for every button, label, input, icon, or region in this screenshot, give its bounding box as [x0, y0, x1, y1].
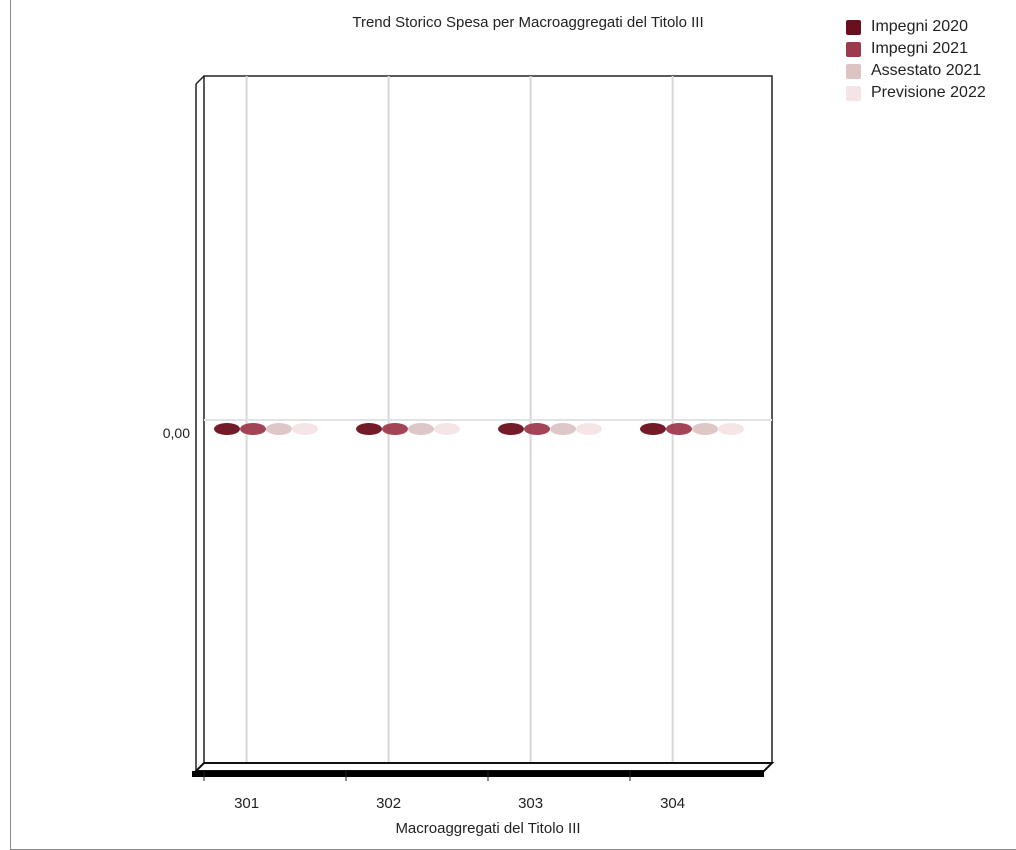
- bar: [214, 423, 240, 435]
- bar: [718, 423, 744, 435]
- chart-floor: [193, 762, 775, 772]
- bar: [666, 423, 692, 435]
- x-tick-label: 301: [234, 795, 259, 812]
- legend-item: Previsione 2022: [846, 82, 986, 104]
- chart-title: Trend Storico Spesa per Macroaggregati d…: [352, 14, 704, 31]
- x-tick-label: 304: [660, 795, 685, 812]
- legend-item: Impegni 2021: [846, 38, 986, 60]
- legend-item: Impegni 2020: [846, 16, 986, 38]
- bar: [266, 423, 292, 435]
- legend-label: Previsione 2022: [871, 84, 986, 101]
- bar: [640, 423, 666, 435]
- x-tick-label: 303: [518, 795, 543, 812]
- x-axis-title: Macroaggregati del Titolo III: [395, 820, 580, 837]
- chart-floor-edge: [192, 771, 764, 777]
- bar: [576, 423, 602, 435]
- bar: [692, 423, 718, 435]
- bar: [356, 423, 382, 435]
- bar: [240, 423, 266, 435]
- legend-swatch: [846, 41, 861, 57]
- axis-depth-line: [195, 75, 205, 85]
- bar: [434, 423, 460, 435]
- legend-swatch: [846, 85, 861, 101]
- bar: [408, 423, 434, 435]
- legend-label: Impegni 2021: [871, 40, 968, 57]
- bar: [524, 423, 550, 435]
- x-tick-label: 302: [376, 795, 401, 812]
- bar: [498, 423, 524, 435]
- bar: [382, 423, 408, 435]
- legend-label: Impegni 2020: [871, 18, 968, 35]
- legend: Impegni 2020 Impegni 2021 Assestato 2021…: [846, 16, 986, 104]
- legend-item: Assestato 2021: [846, 60, 986, 82]
- legend-swatch: [846, 19, 861, 35]
- bar: [292, 423, 318, 435]
- bar: [550, 423, 576, 435]
- legend-swatch: [846, 63, 861, 79]
- y-tick-label: 0,00: [163, 425, 190, 441]
- legend-label: Assestato 2021: [871, 62, 982, 79]
